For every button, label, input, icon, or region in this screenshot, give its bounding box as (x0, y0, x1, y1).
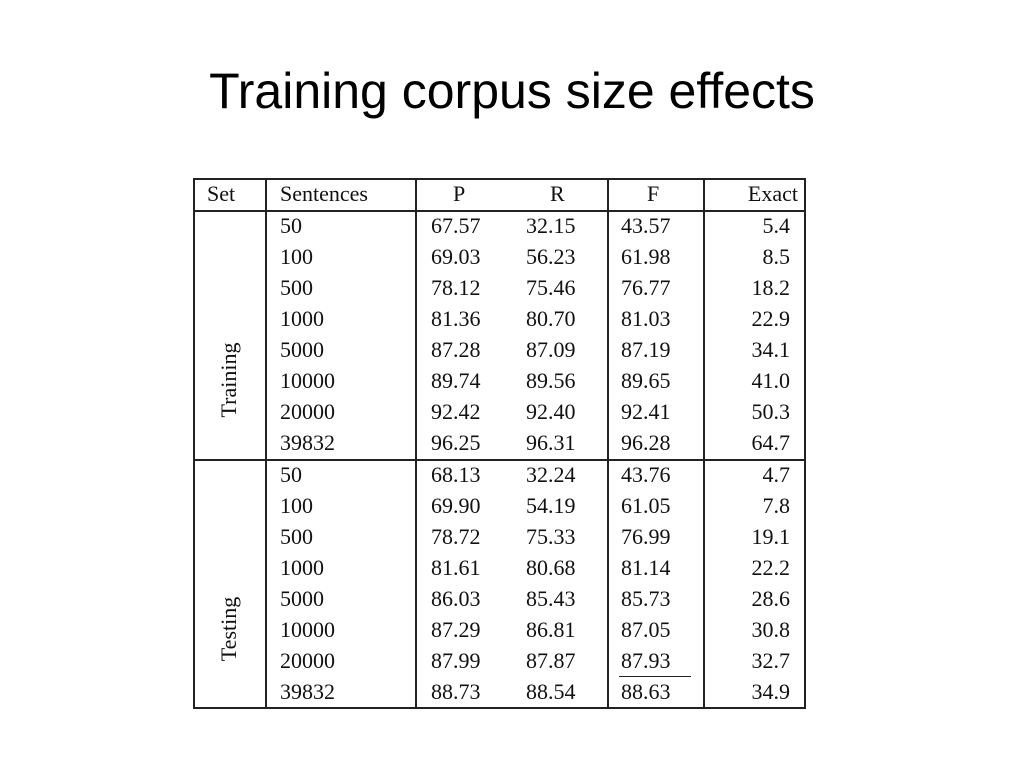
value-cell: 75.33 (526, 523, 576, 549)
value-cell: 86.81 (526, 616, 576, 642)
header-cell: Set (207, 181, 236, 206)
value-cell: 87.19 (621, 336, 671, 362)
group-label: Training (216, 342, 241, 418)
value-cell: 34.1 (751, 336, 791, 362)
sentences-cell: 50 (280, 461, 302, 487)
value-cell: 61.05 (621, 492, 671, 518)
value-cell: 96.31 (526, 429, 576, 455)
value-cell: 92.40 (526, 398, 576, 424)
value-cell: 80.68 (526, 554, 576, 580)
value-cell: 88.54 (526, 678, 576, 704)
results-table: Set Sentences P R F Exact Training 50 67.57 32.15… (193, 178, 806, 709)
value-cell: 86.03 (431, 585, 481, 611)
group-label: Testing (216, 596, 241, 662)
value-cell: 4.7 (762, 461, 791, 487)
value-cell: 28.6 (751, 585, 791, 611)
value-cell: 19.1 (751, 523, 791, 549)
value-cell: 89.56 (526, 367, 576, 393)
underline (619, 676, 691, 677)
value-cell: 18.2 (751, 274, 791, 300)
value-cell: 22.9 (751, 305, 791, 331)
sentences-cell: 50 (280, 212, 302, 238)
value-cell: 92.41 (621, 398, 671, 424)
value-cell: 43.76 (621, 461, 671, 487)
group-rule (195, 459, 804, 461)
value-cell: 5.4 (762, 212, 791, 238)
sentences-cell: 10000 (280, 367, 335, 393)
value-cell: 92.42 (431, 398, 481, 424)
value-cell: 69.90 (431, 492, 481, 518)
header-cell: R (550, 181, 565, 206)
value-cell: 87.28 (431, 336, 481, 362)
value-cell: 88.73 (431, 678, 481, 704)
sentences-cell: 20000 (280, 398, 335, 424)
sentences-cell: 39832 (280, 429, 335, 455)
value-cell: 81.36 (431, 305, 481, 331)
value-cell: 30.8 (751, 616, 791, 642)
value-cell: 87.99 (431, 647, 481, 673)
slide-title: Training corpus size effects (209, 63, 815, 119)
value-cell: 78.72 (431, 523, 481, 549)
value-cell: 67.57 (431, 212, 481, 238)
sentences-cell: 20000 (280, 647, 335, 673)
sentences-cell: 500 (280, 274, 313, 300)
value-cell: 89.74 (431, 367, 481, 393)
header-cell: F (647, 181, 660, 206)
value-cell: 69.03 (431, 243, 481, 269)
value-cell: 87.09 (526, 336, 576, 362)
value-cell: 81.14 (621, 554, 671, 580)
value-cell: 88.63 (621, 678, 671, 704)
column-rule (607, 180, 609, 707)
value-cell: 76.99 (621, 523, 671, 549)
value-cell: 56.23 (526, 243, 576, 269)
sentences-cell: 1000 (280, 554, 324, 580)
value-cell: 22.2 (751, 554, 791, 580)
sentences-cell: 5000 (280, 336, 324, 362)
column-rule (703, 180, 705, 707)
value-cell: 76.77 (621, 274, 671, 300)
value-cell: 54.19 (526, 492, 576, 518)
header-cell: Sentences (280, 181, 368, 206)
sentences-cell: 100 (280, 243, 313, 269)
sentences-cell: 500 (280, 523, 313, 549)
value-cell: 87.29 (431, 616, 481, 642)
value-cell: 64.7 (751, 429, 791, 455)
value-cell: 32.7 (751, 647, 791, 673)
value-cell: 68.13 (431, 461, 481, 487)
value-cell: 87.05 (621, 616, 671, 642)
sentences-cell: 39832 (280, 678, 335, 704)
value-cell: 34.9 (751, 678, 791, 704)
value-cell: 87.93 (621, 647, 671, 673)
value-cell: 32.24 (526, 461, 576, 487)
value-cell: 85.43 (526, 585, 576, 611)
value-cell: 81.03 (621, 305, 671, 331)
value-cell: 85.73 (621, 585, 671, 611)
value-cell: 96.25 (431, 429, 481, 455)
value-cell: 75.46 (526, 274, 576, 300)
value-cell: 50.3 (751, 398, 791, 424)
value-cell: 41.0 (751, 367, 791, 393)
value-cell: 61.98 (621, 243, 671, 269)
sentences-cell: 10000 (280, 616, 335, 642)
value-cell: 81.61 (431, 554, 481, 580)
sentences-cell: 100 (280, 492, 313, 518)
header-cell: P (453, 181, 466, 206)
value-cell: 89.65 (621, 367, 671, 393)
column-rule (265, 180, 267, 707)
value-cell: 78.12 (431, 274, 481, 300)
value-cell: 87.87 (526, 647, 576, 673)
sentences-cell: 1000 (280, 305, 324, 331)
header-cell: Exact (747, 181, 798, 206)
value-cell: 96.28 (621, 429, 671, 455)
header-rule (195, 210, 804, 212)
sentences-cell: 5000 (280, 585, 324, 611)
column-rule (415, 180, 417, 707)
value-cell: 43.57 (621, 212, 671, 238)
value-cell: 7.8 (762, 492, 791, 518)
value-cell: 32.15 (526, 212, 576, 238)
value-cell: 80.70 (526, 305, 576, 331)
value-cell: 8.5 (762, 243, 791, 269)
